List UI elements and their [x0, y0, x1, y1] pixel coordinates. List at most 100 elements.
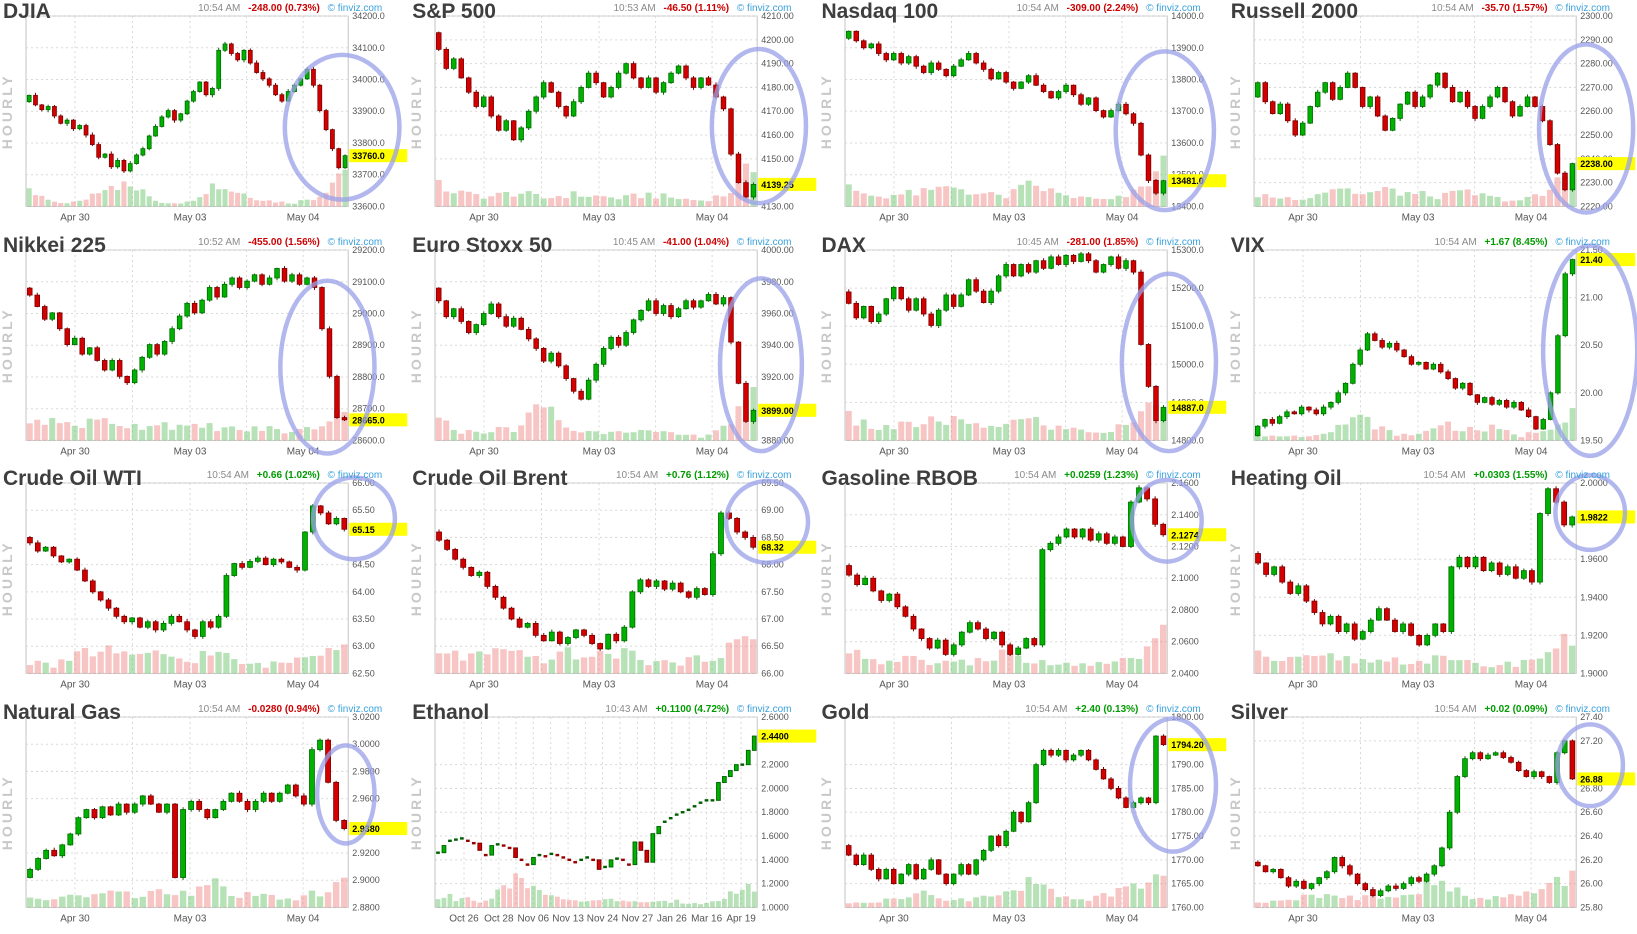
volume-bar: [1040, 191, 1047, 207]
volume-bar: [1327, 431, 1334, 440]
finviz-link[interactable]: © finviz.com: [1146, 236, 1201, 248]
volume-bar: [1364, 416, 1371, 440]
finviz-link[interactable]: © finviz.com: [327, 236, 383, 248]
chart-panel-sp500[interactable]: 4210.00 4200.00 4190.00 4180.00 4170.00 4160.…: [409, 0, 818, 234]
price-candle: [533, 96, 540, 112]
chart-panel-silver[interactable]: 27.40 27.20 26.80 26.60 26.40 26.20 26.00 25.80…: [1228, 701, 1637, 934]
finviz-link[interactable]: © finviz.com: [1555, 236, 1610, 248]
price-candle: [638, 840, 644, 851]
price-axis-tick: 3.0200: [352, 712, 380, 722]
volume-bar: [1040, 883, 1047, 907]
chart-panel-russell2000[interactable]: 2300.00 2290.00 2280.00 2270.00 2260.00 2250.…: [1228, 0, 1637, 234]
volume-bar: [1494, 196, 1501, 207]
volume-bar: [1062, 895, 1069, 907]
price-candle: [743, 382, 749, 422]
price-dash: [454, 837, 458, 841]
finviz-link[interactable]: © finviz.com: [736, 470, 792, 481]
finviz-link[interactable]: © finviz.com: [736, 236, 792, 248]
price-candle: [452, 549, 459, 560]
price-candle: [317, 505, 324, 514]
volume-bar: [113, 653, 120, 674]
chart-panel-eurostoxx50[interactable]: 4000.00 3980.00 3960.00 3940.00 3920.00 3880.…: [409, 234, 818, 468]
candlestick-plot: 2.60002.20002.00001.80001.60001.40001.20…: [409, 712, 817, 924]
chart-panel-crudewti[interactable]: 66.00 65.50 64.50 64.00 63.50 63.00 62.50 65.15…: [0, 467, 409, 701]
price-candle: [1295, 585, 1301, 594]
price-axis-tick: 1785.00: [1171, 783, 1204, 793]
chart-panel-dax[interactable]: 15300.015200.015100.015000.014900.014800…: [819, 234, 1228, 468]
volume-bar: [600, 433, 607, 440]
chart-timestamp: 10:54 AM: [1434, 236, 1477, 248]
chart-panel-gasolinerbob[interactable]: 2.1600 2.1400 2.1200 2.1000 2.0800 2.0600 2.04…: [819, 467, 1228, 701]
price-candle: [593, 72, 600, 84]
volume-bar: [1077, 196, 1084, 207]
finviz-link[interactable]: © finviz.com: [736, 3, 792, 14]
volume-bar: [1283, 435, 1290, 440]
volume-bar: [608, 197, 615, 207]
chart-panel-gold[interactable]: 1800.00 1790.00 1785.00 1780.00 1775.00 1770.…: [819, 701, 1228, 934]
volume-bar: [503, 426, 510, 440]
price-axis-tick: 4210.00: [761, 11, 794, 21]
volume-bar: [713, 429, 720, 440]
volume-bar: [465, 429, 472, 440]
price-candle: [1467, 382, 1473, 395]
finviz-link[interactable]: © finviz.com: [1555, 3, 1610, 14]
x-axis-label: Apr 30: [60, 446, 90, 457]
price-candle: [518, 317, 525, 330]
price-axis-tick: 62.50: [352, 668, 375, 678]
volume-bar: [300, 894, 308, 907]
finviz-link[interactable]: © finviz.com: [327, 3, 383, 14]
volume-bar: [458, 190, 465, 207]
finviz-link[interactable]: © finviz.com: [736, 703, 792, 715]
finviz-link[interactable]: © finviz.com: [1555, 470, 1610, 481]
volume-bar: [1396, 195, 1403, 207]
price-candle: [336, 148, 342, 169]
volume-bar: [698, 437, 705, 440]
price-candle: [1055, 91, 1061, 99]
price-candle: [1560, 501, 1567, 526]
chart-change: -309.00 (2.24%): [1066, 3, 1139, 14]
volume-bar: [1415, 893, 1422, 907]
volume-bar: [905, 421, 912, 440]
price-candle: [623, 63, 630, 74]
volume-bar: [1086, 665, 1094, 674]
price-candle: [180, 808, 186, 878]
x-axis-label: Apr 30: [879, 212, 909, 223]
price-candle: [1339, 856, 1345, 866]
price-candle: [742, 531, 749, 538]
chart-panel-heatingoil[interactable]: 2.0000 1.9600 1.9400 1.9200 1.9000 1.9822 Apr …: [1228, 467, 1637, 701]
volume-bar: [1294, 656, 1302, 674]
volume-bar: [107, 890, 114, 907]
volume-bar: [662, 900, 668, 907]
chart-panel-crudebrent[interactable]: 69.50 69.00 68.50 68.00 67.50 67.00 66.50 66.00…: [409, 467, 818, 701]
volume-bar: [70, 201, 76, 207]
price-candle: [734, 763, 739, 771]
volume-bar: [58, 202, 64, 207]
finviz-link[interactable]: © finviz.com: [1146, 703, 1201, 715]
volume-bar: [1137, 186, 1144, 207]
chart-panel-naturalgas[interactable]: 3.0200 3.0000 2.9800 2.9600 2.9200 2.9000 2.88…: [0, 701, 409, 934]
price-candle: [137, 617, 143, 628]
chart-change: -248.00 (0.73%): [248, 3, 320, 14]
x-axis-label: Nov 06: [518, 913, 550, 924]
price-candle: [987, 835, 994, 851]
chart-panel-nikkei225[interactable]: 29200.0 29100.0 29000.0 28900.0 28800.0 28700…: [0, 234, 409, 468]
chart-panel-ethanol[interactable]: 2.6000 2.2000 2.0000 1.8000 1.6000 1.4000 1.20…: [409, 701, 818, 934]
chart-panel-djia[interactable]: 34200.0 34100.0 34000.0 33900.0 33800.0 33700…: [0, 0, 409, 234]
chart-panel-vix[interactable]: 21.50 21.00 20.50 20.00 19.50 21.40 Apr 30 May …: [1228, 234, 1637, 468]
price-candle: [578, 87, 585, 103]
finviz-link[interactable]: © finviz.com: [327, 703, 383, 715]
finviz-link[interactable]: © finviz.com: [327, 470, 383, 481]
price-candle: [1408, 876, 1414, 884]
finviz-link[interactable]: © finviz.com: [1555, 703, 1610, 715]
price-axis-tick: 3960.00: [761, 308, 794, 318]
finviz-link[interactable]: © finviz.com: [1146, 3, 1201, 14]
chart-panel-nasdaq100[interactable]: 14000.013900.013800.013700.013600.013500…: [819, 0, 1228, 234]
volume-bar: [1419, 190, 1426, 207]
volume-bar: [972, 194, 979, 207]
price-candle: [942, 639, 949, 655]
price-axis-tick: 13900.0: [1171, 43, 1204, 53]
highlight-ellipse: [1552, 472, 1627, 553]
volume-bar: [1441, 192, 1448, 207]
finviz-link[interactable]: © finviz.com: [1146, 470, 1201, 481]
volume-bar: [1262, 902, 1269, 907]
